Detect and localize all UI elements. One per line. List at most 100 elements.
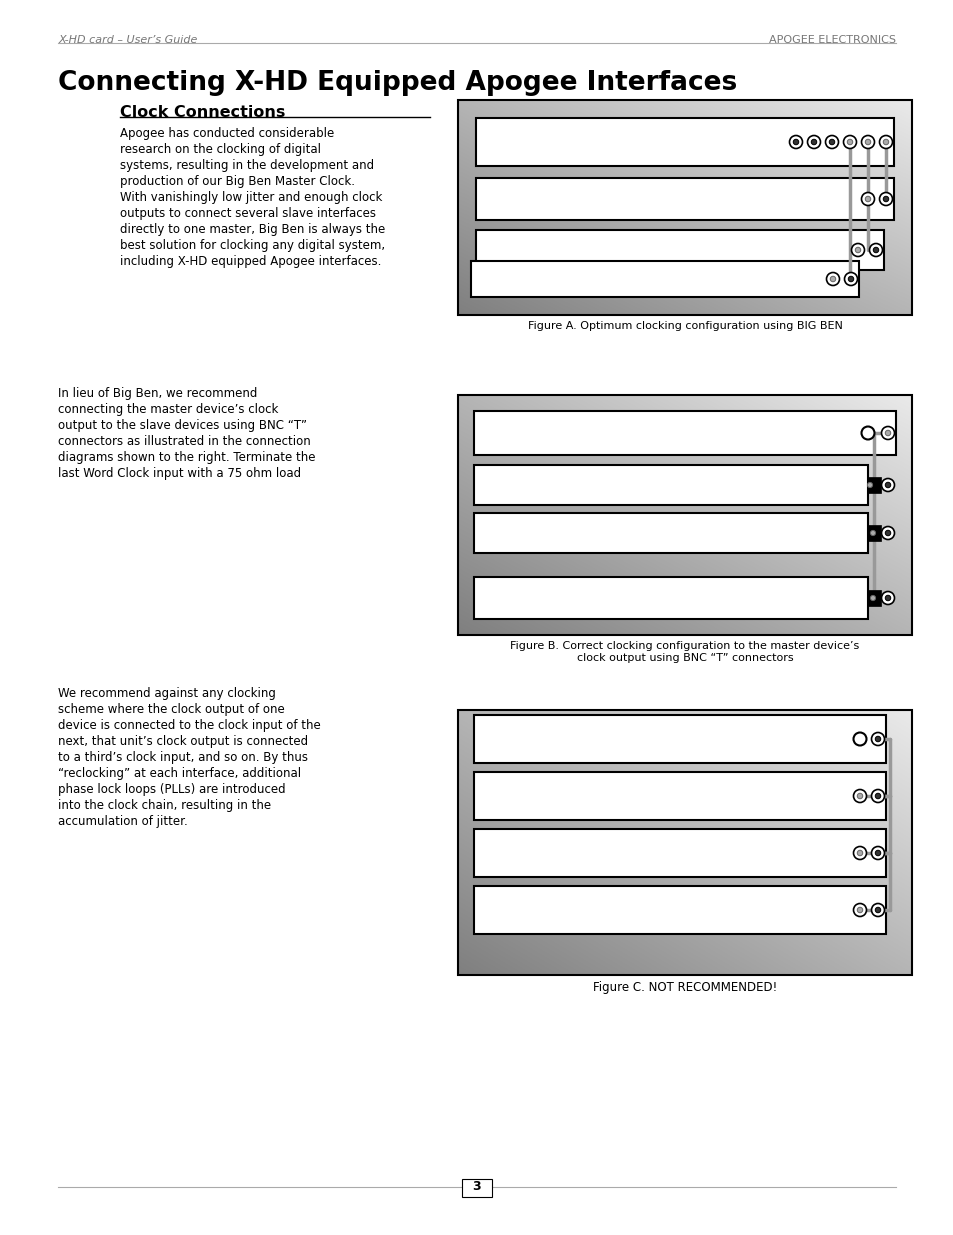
Circle shape [825, 273, 839, 285]
Bar [457, 100, 911, 315]
Text: connectors as illustrated in the connection: connectors as illustrated in the connect… [58, 435, 311, 448]
Text: best solution for clocking any digital system,: best solution for clocking any digital s… [120, 240, 385, 252]
Circle shape [884, 430, 890, 436]
Text: Figure C. NOT RECOMMENDED!: Figure C. NOT RECOMMENDED! [592, 981, 777, 994]
Circle shape [864, 140, 870, 144]
Bar [474, 715, 885, 763]
Circle shape [871, 846, 883, 860]
Circle shape [881, 426, 894, 440]
Circle shape [855, 247, 860, 253]
Circle shape [793, 140, 798, 144]
Circle shape [824, 136, 838, 148]
Text: In lieu of Big Ben, we recommend: In lieu of Big Ben, we recommend [58, 387, 257, 400]
Text: We recommend against any clocking: We recommend against any clocking [58, 687, 275, 700]
Text: device is connected to the clock input of the: device is connected to the clock input o… [58, 719, 320, 732]
Circle shape [874, 793, 880, 799]
Text: clock output using BNC “T” connectors: clock output using BNC “T” connectors [576, 653, 793, 663]
Text: directly to one master, Big Ben is always the: directly to one master, Big Ben is alway… [120, 224, 385, 236]
Text: including X-HD equipped Apogee interfaces.: including X-HD equipped Apogee interface… [120, 254, 381, 268]
Circle shape [806, 136, 820, 148]
Circle shape [882, 140, 888, 144]
Circle shape [884, 483, 890, 488]
Circle shape [879, 136, 892, 148]
Circle shape [789, 136, 801, 148]
Circle shape [884, 595, 890, 600]
Circle shape [874, 736, 880, 742]
Bar [474, 829, 885, 877]
Text: output to the slave devices using BNC “T”: output to the slave devices using BNC “T… [58, 419, 307, 432]
Text: scheme where the clock output of one: scheme where the clock output of one [58, 703, 284, 716]
Text: phase lock loops (PLLs) are introduced: phase lock loops (PLLs) are introduced [58, 783, 285, 797]
Text: next, that unit’s clock output is connected: next, that unit’s clock output is connec… [58, 735, 308, 748]
Circle shape [869, 595, 875, 600]
Circle shape [851, 243, 863, 257]
Text: production of our Big Ben Master Clock.: production of our Big Ben Master Clock. [120, 175, 355, 188]
Circle shape [871, 904, 883, 916]
Text: outputs to connect several slave interfaces: outputs to connect several slave interfa… [120, 207, 375, 220]
Circle shape [857, 793, 862, 799]
Circle shape [872, 247, 878, 253]
Circle shape [874, 908, 880, 913]
Circle shape [853, 789, 865, 803]
Text: systems, resulting in the development and: systems, resulting in the development an… [120, 159, 374, 172]
Circle shape [864, 196, 870, 201]
Circle shape [874, 850, 880, 856]
Circle shape [881, 526, 894, 540]
Text: X-HD card – User’s Guide: X-HD card – User’s Guide [58, 35, 197, 44]
Circle shape [810, 140, 816, 144]
Text: research on the clocking of digital: research on the clocking of digital [120, 143, 320, 156]
Bar [866, 590, 880, 606]
Bar [476, 119, 893, 165]
Bar [474, 513, 867, 553]
Circle shape [861, 193, 874, 205]
Bar [471, 261, 858, 296]
Text: APOGEE ELECTRONICS: APOGEE ELECTRONICS [768, 35, 895, 44]
Text: Figure A. Optimum clocking configuration using BIG BEN: Figure A. Optimum clocking configuration… [527, 321, 841, 331]
Bar [476, 230, 883, 270]
Circle shape [828, 140, 834, 144]
Bar [474, 885, 885, 934]
Text: into the clock chain, resulting in the: into the clock chain, resulting in the [58, 799, 271, 811]
Bar [474, 411, 895, 454]
Text: 3: 3 [472, 1181, 481, 1193]
Bar [866, 525, 880, 541]
Text: Connecting X-HD Equipped Apogee Interfaces: Connecting X-HD Equipped Apogee Interfac… [58, 70, 737, 96]
Circle shape [861, 426, 874, 440]
Circle shape [871, 732, 883, 746]
Circle shape [853, 732, 865, 746]
Text: connecting the master device’s clock: connecting the master device’s clock [58, 403, 278, 416]
Circle shape [857, 908, 862, 913]
Bar [474, 577, 867, 619]
Circle shape [842, 136, 856, 148]
Circle shape [882, 196, 888, 201]
Bar [476, 178, 893, 220]
Circle shape [868, 243, 882, 257]
Circle shape [871, 789, 883, 803]
Text: diagrams shown to the right. Terminate the: diagrams shown to the right. Terminate t… [58, 451, 315, 464]
Bar [457, 710, 911, 974]
Text: Apogee has conducted considerable: Apogee has conducted considerable [120, 127, 334, 140]
Bar [866, 477, 880, 493]
Circle shape [866, 483, 872, 488]
Circle shape [829, 277, 835, 282]
Text: “reclocking” at each interface, additional: “reclocking” at each interface, addition… [58, 767, 301, 781]
Text: last Word Clock input with a 75 ohm load: last Word Clock input with a 75 ohm load [58, 467, 301, 480]
Bar [461, 1179, 492, 1197]
Bar [457, 395, 911, 635]
Text: With vanishingly low jitter and enough clock: With vanishingly low jitter and enough c… [120, 191, 382, 204]
Text: Clock Connections: Clock Connections [120, 105, 285, 120]
Circle shape [881, 592, 894, 604]
Circle shape [853, 846, 865, 860]
Circle shape [846, 140, 852, 144]
Circle shape [861, 136, 874, 148]
Circle shape [881, 478, 894, 492]
Bar [474, 772, 885, 820]
Text: accumulation of jitter.: accumulation of jitter. [58, 815, 188, 827]
Circle shape [879, 193, 892, 205]
Circle shape [843, 273, 857, 285]
Bar [474, 466, 867, 505]
Text: to a third’s clock input, and so on. By thus: to a third’s clock input, and so on. By … [58, 751, 308, 764]
Circle shape [847, 277, 853, 282]
Circle shape [884, 530, 890, 536]
Circle shape [857, 850, 862, 856]
